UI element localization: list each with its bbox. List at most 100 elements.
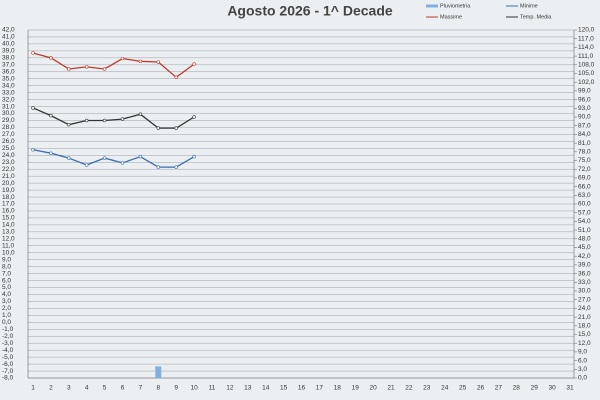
x-tick-label: 31	[566, 385, 574, 392]
x-tick-label: 30	[548, 385, 556, 392]
y2-tick-label: 24,0	[578, 305, 591, 312]
y-tick-label: 39,0	[2, 48, 15, 55]
y-tick-label: -7,0	[2, 368, 14, 375]
x-tick-label: 21	[387, 385, 395, 392]
y2-tick-label: 60,0	[578, 201, 591, 208]
point	[49, 113, 53, 118]
legend-label: Massime	[440, 14, 462, 20]
x-tick-label: 9	[174, 385, 178, 392]
point	[156, 165, 161, 169]
y2-tick-label: 45,0	[578, 244, 591, 251]
y-tick-label: 4,0	[2, 291, 11, 298]
y-tick-label: 29,0	[2, 117, 15, 124]
y2-tick-label: 63,0	[578, 192, 591, 199]
y-tick-label: 23,0	[2, 159, 15, 166]
x-tick-label: 23	[423, 385, 431, 392]
point	[192, 115, 196, 119]
y-tick-label: 26,0	[2, 138, 15, 145]
y2-tick-label: 105,0	[578, 70, 595, 77]
point	[84, 65, 89, 69]
y-tick-label: 3,0	[2, 298, 11, 305]
x-tick-label: 29	[531, 385, 539, 392]
y-tick-label: 13,0	[2, 229, 15, 236]
legend-label: Pluviometria	[440, 3, 471, 9]
y2-tick-label: 30,0	[578, 288, 591, 295]
y2-tick-label: 81,0	[578, 140, 591, 147]
y-tick-label: -8,0	[2, 375, 14, 382]
y-tick-label: -5,0	[2, 354, 14, 361]
y-tick-label: 22,0	[2, 166, 15, 173]
y2-tick-label: 18,0	[578, 323, 591, 330]
y2-tick-label: 6,0	[578, 357, 587, 364]
y-tick-label: 32,0	[2, 96, 15, 103]
y2-tick-label: 15,0	[578, 331, 591, 338]
point	[67, 122, 71, 127]
x-tick-label: 4	[85, 385, 89, 392]
y-tick-label: -4,0	[2, 347, 14, 354]
point	[174, 75, 178, 80]
y-tick-label: 20,0	[2, 180, 15, 187]
y-tick-label: 2,0	[2, 305, 11, 312]
x-tick-label: 13	[244, 385, 252, 392]
x-tick-label: 3	[67, 385, 71, 392]
x-tick-label: 24	[441, 385, 449, 392]
y-tick-label: 0,0	[2, 319, 11, 326]
x-tick-label: 11	[209, 385, 216, 392]
point	[120, 161, 125, 165]
point	[31, 106, 35, 110]
y-tick-label: 6,0	[2, 277, 11, 284]
y2-tick-label: 27,0	[578, 296, 591, 303]
y-tick-label: 37,0	[2, 62, 15, 69]
x-tick-label: 16	[298, 385, 306, 392]
x-tick-label: 25	[459, 385, 467, 392]
x-tick-label: 14	[262, 385, 270, 392]
y2-tick-label: 42,0	[578, 253, 591, 260]
point	[120, 56, 125, 61]
y2-tick-label: 108,0	[578, 62, 595, 69]
y2-tick-label: 72,0	[578, 166, 591, 173]
x-tick-label: 17	[316, 385, 324, 392]
y-tick-label: 30,0	[2, 110, 15, 117]
y2-tick-label: 87,0	[578, 122, 591, 129]
y-tick-label: 21,0	[2, 173, 15, 180]
x-tick-label: 18	[334, 385, 342, 392]
point	[192, 62, 196, 66]
y-tick-label: 27,0	[2, 131, 15, 138]
line	[32, 52, 195, 79]
y-tick-label: 16,0	[2, 208, 15, 215]
y-tick-label: 24,0	[2, 152, 15, 159]
x-tick-label: 15	[280, 385, 288, 392]
point	[156, 126, 161, 130]
point	[49, 56, 53, 60]
y2-tick-label: 3,0	[578, 366, 587, 373]
y-tick-label: 7,0	[2, 270, 11, 277]
x-tick-label: 28	[513, 385, 521, 392]
point	[174, 165, 178, 169]
y2-tick-label: 39,0	[578, 262, 591, 269]
y2-tick-label: 114,0	[578, 44, 594, 51]
y2-tick-label: 75,0	[578, 157, 591, 164]
y2-tick-label: 54,0	[578, 218, 591, 225]
point	[120, 117, 125, 121]
y-tick-label: 35,0	[2, 75, 15, 82]
x-tick-label: 19	[352, 385, 360, 392]
y-tick-label: -3,0	[2, 340, 14, 347]
y2-tick-label: 33,0	[578, 279, 591, 286]
x-tick-label: 2	[49, 385, 53, 392]
y-tick-label: 42,0	[2, 27, 15, 34]
y2-tick-label: 102,0	[578, 79, 595, 86]
y2-tick-label: 36,0	[578, 270, 591, 277]
x-tick-label: 5	[103, 385, 107, 392]
y-tick-label: 5,0	[2, 284, 11, 291]
y2-tick-label: 78,0	[578, 149, 591, 156]
y-tick-label: 31,0	[2, 103, 15, 110]
y-tick-label: -2,0	[2, 333, 14, 340]
point	[156, 60, 161, 64]
y-tick-label: -6,0	[2, 361, 14, 368]
y-tick-label: 12,0	[2, 236, 15, 243]
y-tick-label: 25,0	[2, 145, 15, 152]
y2-tick-label: 69,0	[578, 175, 591, 182]
y2-tick-label: 117,0	[578, 35, 594, 42]
point	[192, 154, 196, 159]
